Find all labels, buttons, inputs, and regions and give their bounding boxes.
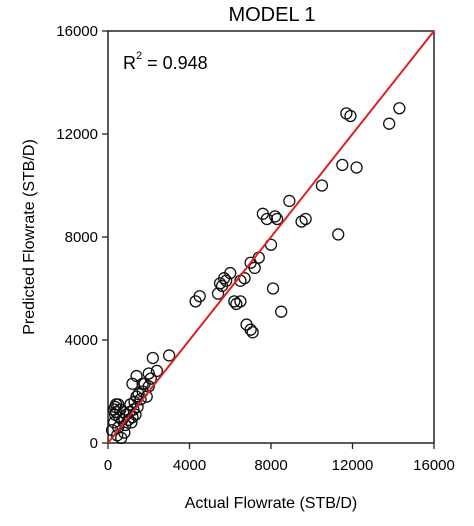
data-point — [234, 295, 247, 308]
data-point — [134, 393, 147, 406]
r2-label: R — [123, 53, 136, 73]
y-axis-label: Predicted Flowrate (STB/D) — [21, 139, 38, 335]
x-tick-label: 8000 — [254, 457, 287, 474]
data-point — [112, 398, 125, 411]
data-point — [260, 212, 274, 226]
data-point — [268, 210, 282, 223]
y-axis-ticks: 0 4000 8000 12000 16000 — [56, 23, 108, 452]
data-point — [270, 212, 284, 226]
data-point — [228, 295, 241, 308]
data-point — [230, 297, 243, 311]
data-point — [393, 102, 406, 115]
data-point — [295, 215, 308, 228]
data-point — [299, 212, 312, 226]
data-point — [118, 426, 131, 439]
data-point — [240, 318, 253, 331]
x-tick-label: 16000 — [413, 457, 455, 474]
x-tick-label: 12000 — [332, 457, 374, 474]
data-point — [224, 266, 237, 280]
data-point — [248, 261, 261, 275]
r-squared-annotation: R2 = 0.948 — [123, 50, 208, 73]
data-point — [266, 282, 280, 295]
x-axis-ticks: 0 4000 8000 12000 16000 — [104, 443, 455, 474]
data-point — [108, 400, 122, 414]
data-points — [105, 102, 406, 445]
data-point — [136, 377, 149, 390]
data-point — [125, 416, 138, 429]
data-point — [344, 109, 357, 123]
data-point — [193, 290, 206, 303]
y-tick-label: 12000 — [56, 126, 98, 143]
x-tick-label: 0 — [104, 457, 112, 474]
data-point — [131, 400, 144, 414]
data-point — [383, 117, 396, 130]
data-point — [162, 349, 176, 362]
y-tick-label: 16000 — [56, 23, 98, 40]
data-point — [220, 274, 233, 287]
data-point — [315, 179, 329, 192]
data-point — [340, 107, 353, 120]
chart-title: MODEL 1 — [228, 4, 315, 26]
data-point — [336, 158, 349, 172]
data-point — [146, 351, 159, 365]
data-point — [332, 228, 345, 241]
data-point — [150, 364, 164, 378]
data-point — [275, 305, 288, 318]
data-point — [283, 194, 296, 208]
data-point — [142, 367, 155, 380]
x-axis-label: Actual Flowrate (STB/D) — [185, 495, 357, 512]
data-point — [246, 326, 259, 339]
data-point — [130, 369, 143, 383]
r2-value: = 0.948 — [142, 53, 208, 73]
y-tick-label: 4000 — [65, 332, 98, 349]
data-point — [110, 405, 123, 419]
x-tick-label: 4000 — [173, 457, 206, 474]
r2-superscript: 2 — [136, 50, 142, 62]
data-point — [350, 161, 363, 174]
fit-line — [107, 30, 435, 444]
y-tick-label: 0 — [90, 435, 98, 452]
y-tick-label: 8000 — [65, 229, 98, 246]
data-point — [126, 377, 139, 390]
